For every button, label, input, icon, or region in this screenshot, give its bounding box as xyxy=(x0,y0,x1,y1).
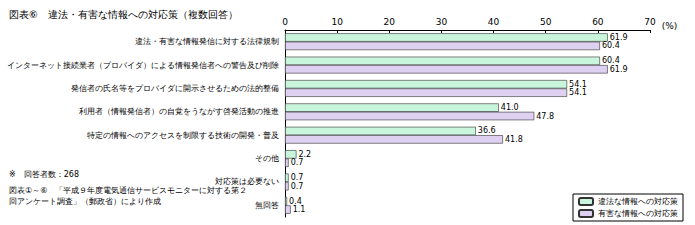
svg-text:有害な情報への対応策: 有害な情報への対応策 xyxy=(598,209,678,218)
svg-text:47.8: 47.8 xyxy=(536,112,554,121)
svg-text:0.4: 0.4 xyxy=(289,196,302,206)
svg-text:特定の情報へのアクセスを制限する技術の開発・普及: 特定の情報へのアクセスを制限する技術の開発・普及 xyxy=(87,131,279,140)
svg-text:60.4: 60.4 xyxy=(602,41,620,50)
svg-text:41.0: 41.0 xyxy=(501,103,519,112)
svg-text:発信者の氏名等をプロバイダに開示させるための法的整備: 発信者の氏名等をプロバイダに開示させるための法的整備 xyxy=(71,84,279,93)
svg-text:(%): (%) xyxy=(662,21,678,31)
svg-text:利用者（情報発信者）の自覚をうながす啓発活動の推進: 利用者（情報発信者）の自覚をうながす啓発活動の推進 xyxy=(79,107,279,116)
svg-text:無回答: 無回答 xyxy=(255,201,279,210)
svg-text:61.9: 61.9 xyxy=(609,33,628,42)
svg-text:その他: その他 xyxy=(255,154,279,163)
svg-text:30: 30 xyxy=(436,17,448,27)
svg-text:61.9: 61.9 xyxy=(610,65,628,74)
svg-text:インターネット接続業者（プロバイダ）による情報発信者への警告: インターネット接続業者（プロバイダ）による情報発信者への警告及び削除 xyxy=(7,61,279,70)
svg-text:1.1: 1.1 xyxy=(293,205,306,214)
svg-text:10: 10 xyxy=(331,17,343,27)
svg-text:50: 50 xyxy=(540,17,552,27)
svg-text:図表①～⑥ 「平成９年度電気通信サービスモニターに対する第２: 図表①～⑥ 「平成９年度電気通信サービスモニターに対する第２ xyxy=(9,186,247,195)
svg-text:※ 回答者数：268: ※ 回答者数：268 xyxy=(9,170,79,179)
svg-text:0.7: 0.7 xyxy=(290,173,304,183)
svg-text:60.4: 60.4 xyxy=(601,56,620,66)
svg-text:回アンケート調査」（郵政省）により作成: 回アンケート調査」（郵政省）により作成 xyxy=(9,197,161,206)
svg-text:2.2: 2.2 xyxy=(298,149,312,159)
svg-text:0.7: 0.7 xyxy=(291,158,304,167)
svg-text:54.1: 54.1 xyxy=(569,79,587,89)
svg-text:40: 40 xyxy=(488,17,500,27)
svg-text:70: 70 xyxy=(644,17,656,27)
svg-text:違法な情報への対応策: 違法な情報への対応策 xyxy=(598,197,678,206)
svg-text:41.8: 41.8 xyxy=(505,135,523,144)
svg-text:20: 20 xyxy=(384,17,396,27)
svg-text:図表⑥ 違法・有害な情報への対応策（複数回答）: 図表⑥ 違法・有害な情報への対応策（複数回答） xyxy=(9,9,238,20)
svg-text:0: 0 xyxy=(282,17,288,27)
svg-text:54.1: 54.1 xyxy=(569,88,587,97)
svg-text:36.6: 36.6 xyxy=(478,126,496,135)
svg-text:対応策は必要ない: 対応策は必要ない xyxy=(215,177,279,187)
svg-text:60: 60 xyxy=(592,17,604,27)
svg-text:違法・有害な情報発信に対する法律規制: 違法・有害な情報発信に対する法律規制 xyxy=(135,37,279,46)
svg-text:0.7: 0.7 xyxy=(291,182,304,191)
